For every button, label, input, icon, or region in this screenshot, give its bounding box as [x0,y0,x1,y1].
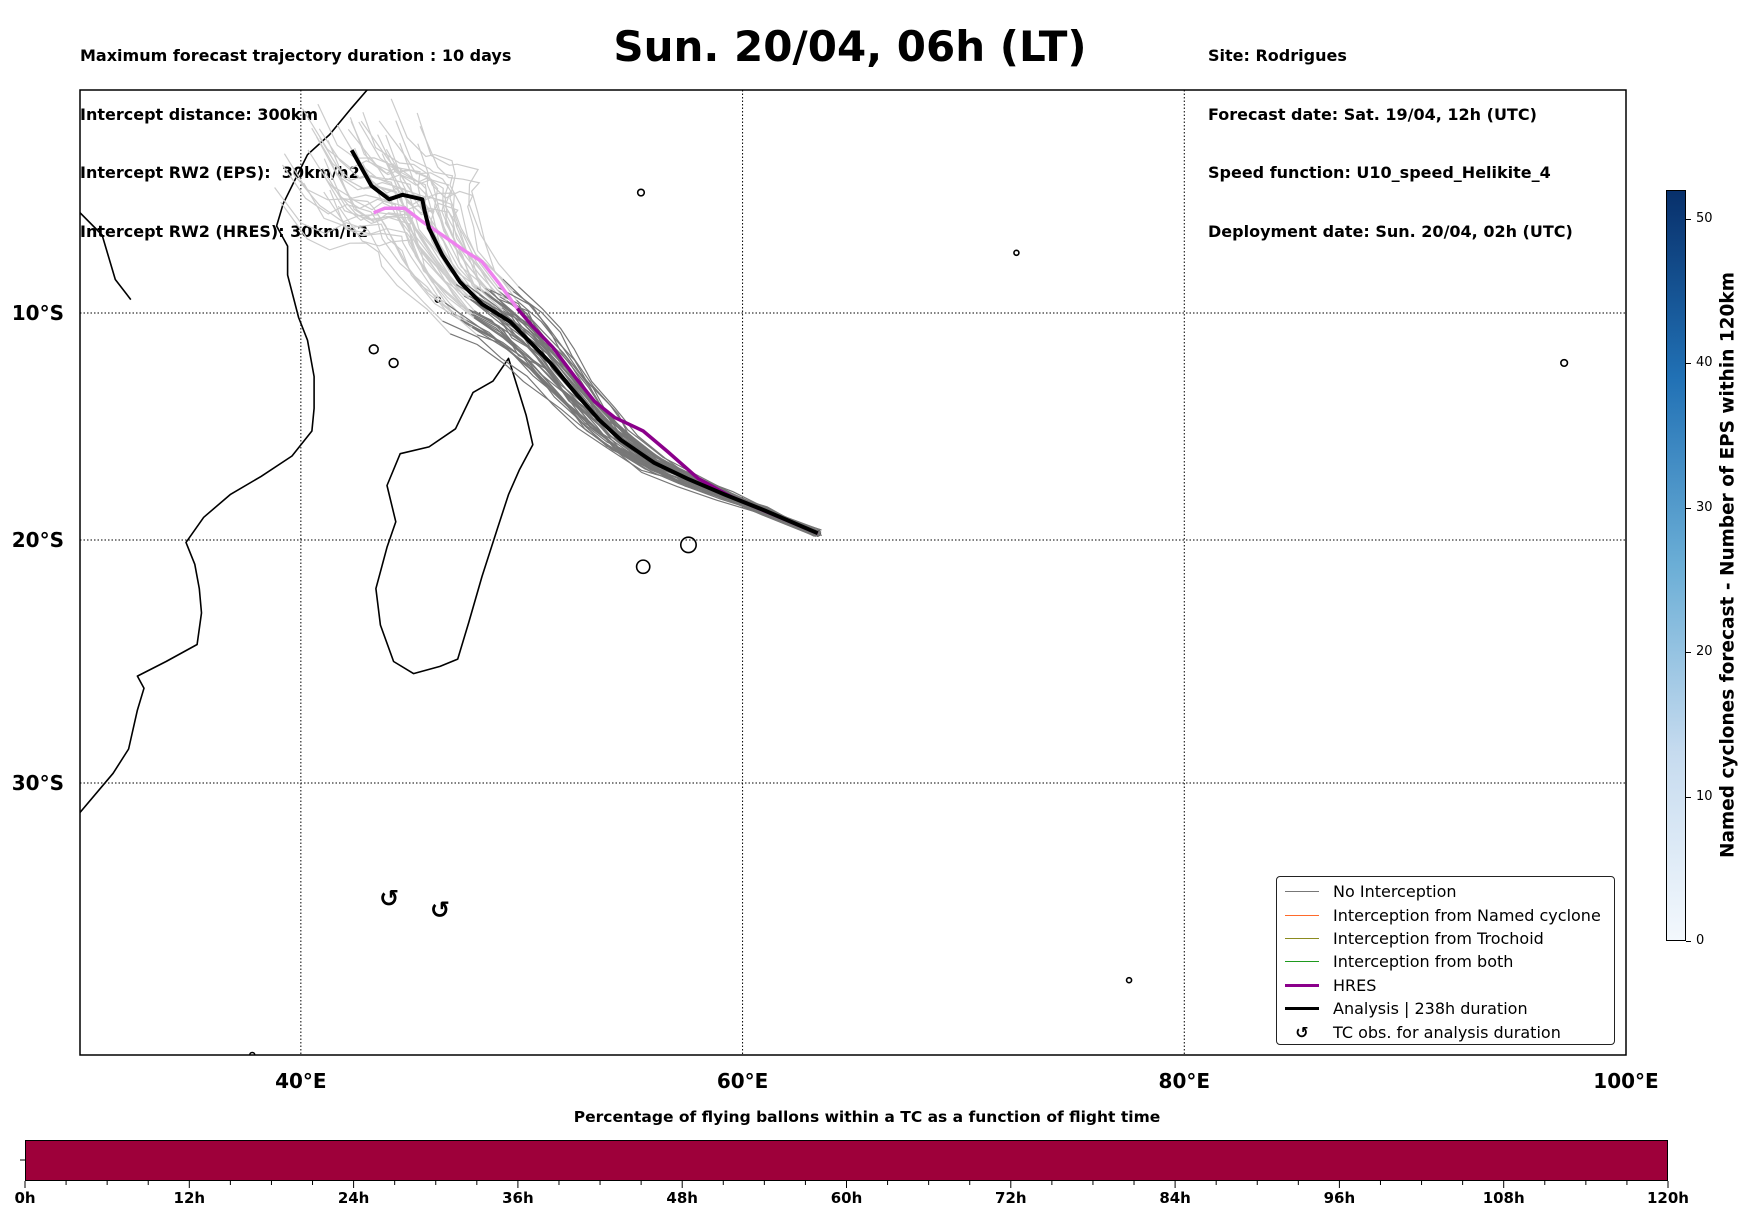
cyclone-symbol-icon: ↺ [379,885,399,913]
map-frame [79,89,1627,1056]
header-left-line: Maximum forecast trajectory duration : 1… [80,46,512,65]
island [368,344,379,355]
eps-trajectory [395,120,822,534]
legend-line-swatch [1285,891,1319,893]
legend-label: Analysis | 238h duration [1333,999,1528,1019]
eps-trajectory [329,159,822,536]
hres-track [515,307,819,535]
header-left-line: Intercept distance: 300km [80,104,319,124]
island [1125,976,1133,984]
colorbar-vertical-tick: 0 [1685,933,1704,948]
eps-trajectory [417,143,816,534]
colorbar-horizontal [25,1140,1668,1181]
colorbar-vertical [1666,190,1686,941]
lat-tick-label: 20°S [12,528,64,552]
eps-trajectory [419,126,817,534]
lon-tick-label: 60°E [717,1069,769,1093]
lat-tick-label: 30°S [12,771,64,795]
colorbar-vertical-tick: 10 [1686,789,1713,804]
legend-label: Interception from Trochoid [1333,928,1544,948]
eps-trajectory [283,153,820,534]
island [388,357,399,369]
legend-label: No Interception [1333,882,1457,902]
tc-observations: ↺ ↺ [379,885,450,924]
eps-trajectory [301,108,815,537]
island [635,559,651,575]
island [248,1051,256,1055]
hres-track-late [373,206,519,310]
eps-trajectory [346,141,815,537]
legend-item: No Interception [1285,880,1606,903]
lon-tick-label: 100°E [1593,1069,1658,1093]
legend-label: Interception from Named cyclone [1333,905,1601,925]
tick-labels: 40°E 60°E 80°E 100°E 10°S 20°S 30°S [12,301,1659,1093]
legend-item: Analysis | 238h duration [1285,997,1606,1020]
legend-item: HRES [1285,974,1606,997]
eps-trajectory [362,111,822,533]
eps-trajectory [336,124,822,536]
legend-item: Interception from both [1285,950,1606,973]
cyclone-symbol-icon: ↺ [430,896,450,924]
eps-trajectory [386,163,817,532]
header-right-line: Speed function: U10_speed_Helikite_4 [1208,163,1551,182]
colorbar-horizontal-title: Percentage of flying ballons within a TC… [573,1108,1161,1126]
lon-tick-label: 80°E [1159,1069,1211,1093]
legend-item: Interception from Named cyclone [1285,903,1606,926]
eps-trajectory [280,201,823,537]
coastlines [80,90,1569,1055]
legend-line-swatch [1285,937,1319,939]
island [636,188,646,197]
map-content: ↺ ↺ [80,90,1569,1055]
lon-tick-label: 40°E [275,1069,327,1093]
map-title: Sun. 20/04, 06h (LT) [613,22,1087,71]
lat-tick-label: 10°S [12,301,64,325]
colorbar-vertical-tick: 20 [1686,644,1713,659]
header-right-line: Deployment date: Sun. 20/04, 02h (UTC) [1208,221,1573,241]
legend-line-swatch [1285,961,1319,963]
legend-label: HRES [1333,975,1377,995]
legend-item: ↺ TC obs. for analysis duration [1285,1020,1606,1043]
eps-trajectory [385,149,819,535]
legend-label: Interception from both [1333,952,1514,972]
eps-trajectory [327,180,815,537]
legend-line-swatch [1285,983,1319,987]
header-right-info: Site: Rodrigues Forecast date: Sat. 19/0… [1208,7,1573,261]
island [1560,358,1569,368]
analysis-track [349,149,819,536]
colorbar-vertical-tick: 30 [1686,500,1713,515]
eps-trajectory [416,112,816,537]
header-right-line: Site: Rodrigues [1208,46,1347,65]
legend-item: Interception from Trochoid [1285,927,1606,950]
legend-label: TC obs. for analysis duration [1333,1022,1561,1042]
eps-trajectories [274,98,823,537]
colorbar-vertical-label: Named cyclones forecast - Number of EPS … [1717,271,1739,859]
island [1013,249,1020,257]
main-tracks [349,149,819,536]
eps-trajectory [274,187,814,535]
eps-trajectory [377,134,819,537]
colorbar-vertical-tick: 40 [1686,355,1713,370]
eps-trajectory [349,117,820,532]
legend-line-swatch [1285,1007,1319,1011]
legend-line-swatch [1285,914,1319,916]
graticule [80,90,1626,1055]
colorbar-vertical-tick: 50 [1686,211,1713,226]
cyclone-symbol-icon: ↺ [1295,1022,1309,1042]
eps-trajectory [360,120,821,531]
eps-trajectory [338,173,818,531]
legend: No Interception Interception from Named … [1276,876,1615,1045]
header-right-line: Forecast date: Sat. 19/04, 12h (UTC) [1208,104,1537,124]
island [679,536,697,554]
